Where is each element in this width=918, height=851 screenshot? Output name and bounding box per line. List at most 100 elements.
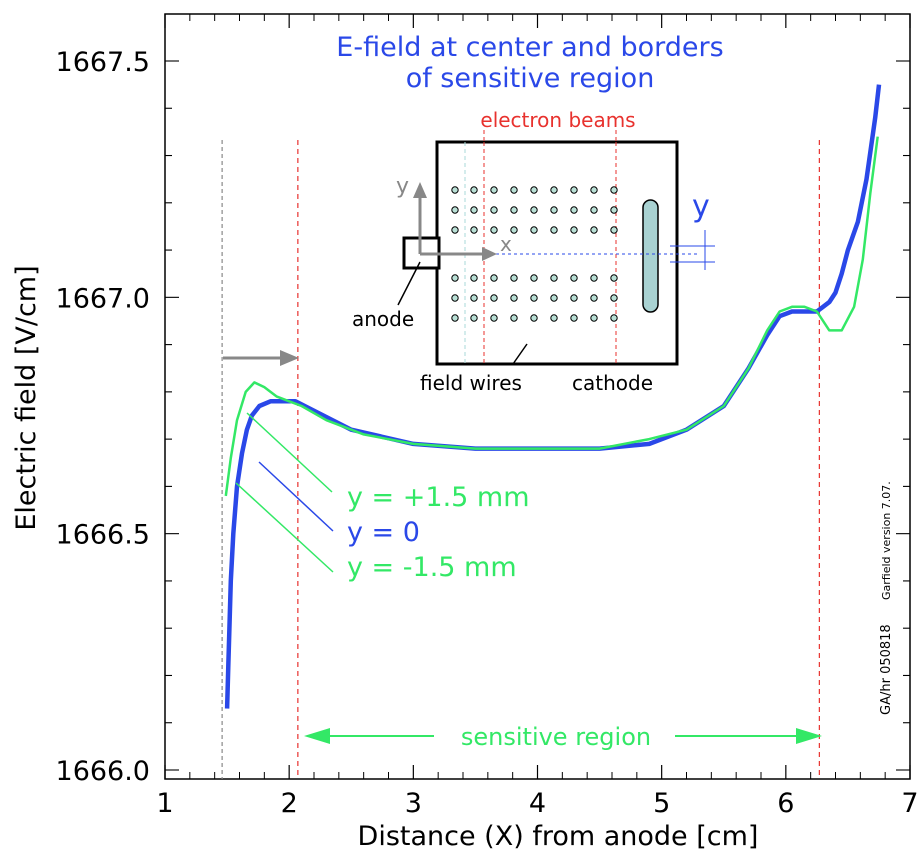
field-wire	[510, 314, 518, 322]
field-wire	[510, 206, 518, 214]
axis-ticks	[164, 14, 911, 779]
field-wire	[590, 226, 598, 234]
field-wire	[590, 314, 598, 322]
x-tick-label: 5	[653, 788, 670, 819]
x-tick-label: 7	[901, 788, 918, 819]
x-axis-title: Distance (X) from anode [cm]	[358, 821, 759, 851]
label-plus-leader	[246, 412, 333, 493]
field-wire	[451, 314, 459, 322]
field-wire	[550, 274, 558, 282]
y-tick-label: 1667.0	[56, 283, 150, 314]
field-wire	[550, 206, 558, 214]
inset-y-arrow-head	[413, 182, 427, 198]
series-line-0	[224, 136, 879, 497]
field-wire	[550, 226, 558, 234]
y-tick-label: 1667.5	[56, 47, 150, 78]
electron-beams-label: electron beams	[480, 108, 635, 132]
inset-x-arrow-head	[482, 247, 497, 261]
cathode-label: cathode	[572, 371, 653, 395]
field-wire	[570, 274, 578, 282]
field-wire-grid	[451, 186, 618, 322]
field-wire	[530, 294, 538, 302]
field-wire	[590, 274, 598, 282]
field-wire	[470, 186, 478, 194]
tick-labels: 1 2 3 4 5 6 7 1666.0 1666.5 1667.0 1667.5	[56, 47, 918, 819]
anode-label: anode	[352, 307, 414, 331]
field-wire	[570, 206, 578, 214]
field-wire	[590, 186, 598, 194]
inset-y-label: y	[396, 174, 409, 199]
x-tick-label: 1	[156, 788, 173, 819]
field-wire	[610, 226, 618, 234]
chart-subtitle: of sensitive region	[406, 63, 655, 94]
x-tick-label: 3	[405, 788, 422, 819]
field-wire	[570, 226, 578, 234]
field-wires-label: field wires	[420, 371, 522, 395]
field-wire	[530, 186, 538, 194]
field-wire	[451, 274, 459, 282]
field-wire	[610, 206, 618, 214]
cathode-bar	[642, 199, 659, 313]
field-wire	[470, 314, 478, 322]
field-wire	[610, 274, 618, 282]
field-wire	[610, 294, 618, 302]
field-wire	[570, 314, 578, 322]
x-tick-label: 2	[281, 788, 298, 819]
field-wire	[510, 294, 518, 302]
field-wire	[510, 186, 518, 194]
offset-arrow-head	[280, 350, 299, 366]
field-wire	[530, 274, 538, 282]
field-wire	[490, 314, 498, 322]
label-zero-leader	[258, 461, 334, 532]
field-wire	[451, 294, 459, 302]
y-axis-title: Electric field [V/cm]	[11, 265, 42, 530]
sensitive-region-label: sensitive region	[461, 723, 651, 751]
field-wire	[490, 206, 498, 214]
label-minus: y = -1.5 mm	[347, 552, 517, 583]
detector-inset: x y y anode field wires cathode	[352, 130, 715, 395]
side-note-version: Garfield version 7.07.	[880, 481, 893, 600]
field-wire	[451, 226, 459, 234]
side-note-id: GA/hr 050818	[879, 624, 894, 715]
field-wire	[550, 294, 558, 302]
x-tick-label: 6	[777, 788, 794, 819]
inset-x-label: x	[500, 232, 512, 256]
x-tick-label: 4	[529, 788, 546, 819]
label-minus-leader	[235, 482, 334, 573]
field-wire	[490, 226, 498, 234]
field-wire	[590, 206, 598, 214]
field-wire	[510, 226, 518, 234]
field-wire	[610, 314, 618, 322]
field-wire	[510, 274, 518, 282]
field-wire	[550, 314, 558, 322]
field-wire	[550, 186, 558, 194]
field-wire	[590, 294, 598, 302]
field-wire	[490, 186, 498, 194]
field-wire	[490, 274, 498, 282]
y-tick-label: 1666.5	[56, 520, 150, 551]
field-wire	[610, 186, 618, 194]
field-wire	[451, 206, 459, 214]
field-wire	[470, 206, 478, 214]
field-wire	[570, 186, 578, 194]
field-wire	[530, 226, 538, 234]
anode-pointer-line	[397, 261, 421, 306]
field-wire	[530, 206, 538, 214]
field-wire	[470, 226, 478, 234]
sensitive-region-arrowhead-right	[796, 728, 822, 744]
field-wire	[490, 294, 498, 302]
y-tick-label: 1666.0	[56, 756, 150, 787]
series-line-1	[224, 84, 882, 709]
field-wires-pointer-line	[512, 343, 528, 365]
sensitive-region-arrowhead-left	[304, 728, 330, 744]
field-wire	[451, 186, 459, 194]
chart-title: E-field at center and borders	[336, 32, 723, 63]
label-plus: y = +1.5 mm	[347, 482, 530, 513]
field-wire	[530, 314, 538, 322]
label-zero: y = 0	[347, 517, 420, 548]
series-lines	[224, 84, 882, 709]
field-wire	[470, 274, 478, 282]
y-offset-label: y	[692, 189, 710, 224]
field-wire	[470, 294, 478, 302]
